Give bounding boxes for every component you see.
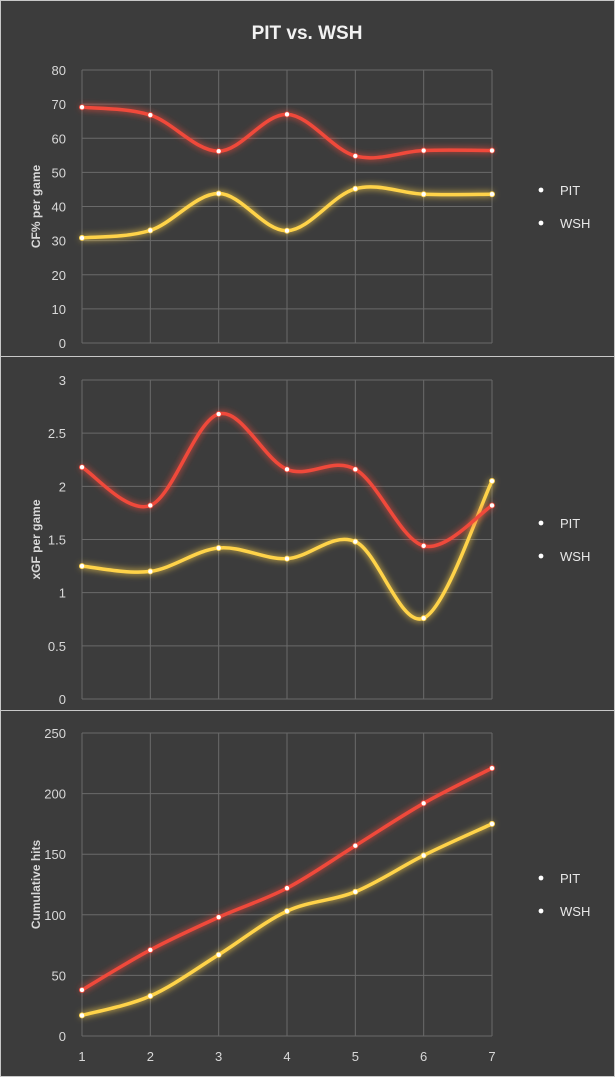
legend-marker-pit (538, 187, 544, 193)
y-tick-label: 1 (59, 586, 66, 601)
data-point-pit (283, 555, 290, 562)
legend-label-pit: PIT (560, 871, 580, 886)
x-tick-label: 1 (78, 1049, 85, 1064)
data-point-wsh (352, 466, 359, 473)
data-point-pit (215, 190, 222, 197)
data-point-wsh (147, 112, 154, 119)
data-point-wsh (420, 800, 427, 807)
panel-border (0, 356, 615, 711)
x-tick-label: 2 (147, 1049, 154, 1064)
x-tick-label: 6 (420, 1049, 427, 1064)
legend-marker-wsh (538, 553, 544, 559)
legend-marker-wsh (538, 220, 544, 226)
y-tick-label: 0.5 (48, 639, 66, 654)
data-point-pit (215, 545, 222, 552)
data-point-pit (420, 191, 427, 198)
data-point-wsh (215, 148, 222, 155)
y-tick-label: 80 (52, 63, 66, 78)
data-point-pit (215, 951, 222, 958)
x-tick-label: 5 (352, 1049, 359, 1064)
data-point-wsh (352, 842, 359, 849)
y-tick-label: 70 (52, 97, 66, 112)
legend-label-wsh: WSH (560, 216, 590, 231)
data-point-wsh (147, 502, 154, 509)
legend-marker-pit (538, 520, 544, 526)
y-tick-label: 3 (59, 373, 66, 388)
data-point-pit (147, 227, 154, 234)
y-tick-label: 100 (44, 908, 66, 923)
y-tick-label: 40 (52, 200, 66, 215)
y-tick-label: 2.5 (48, 426, 66, 441)
panel-border (0, 0, 615, 357)
data-point-pit (488, 191, 495, 198)
chart-panel-1: 0 10 20 30 40 50 60 70 80 CF% per game PIT WSH (0, 0, 615, 357)
y-tick-label: 60 (52, 131, 66, 146)
data-point-pit (283, 227, 290, 234)
data-point-wsh (488, 147, 495, 154)
y-axis-label: CF% per game (29, 164, 43, 248)
data-point-wsh (283, 111, 290, 118)
data-point-pit (147, 568, 154, 575)
y-axis-label: xGF per game (29, 499, 43, 579)
y-tick-label: 0 (59, 692, 66, 707)
y-axis-label: Cumulative hits (29, 840, 43, 930)
data-point-pit (352, 538, 359, 545)
data-point-pit (488, 820, 495, 827)
data-point-wsh (147, 946, 154, 953)
data-point-wsh (79, 464, 86, 471)
data-point-wsh (79, 104, 86, 111)
legend-marker-pit (538, 875, 544, 881)
y-tick-label: 30 (52, 234, 66, 249)
data-point-pit (352, 888, 359, 895)
data-point-wsh (215, 411, 222, 418)
y-tick-label: 250 (44, 726, 66, 741)
data-point-wsh (488, 502, 495, 509)
y-tick-label: 0 (59, 1029, 66, 1044)
data-point-wsh (79, 986, 86, 993)
data-point-wsh (352, 152, 359, 159)
y-tick-label: 150 (44, 847, 66, 862)
data-point-wsh (215, 914, 222, 921)
data-point-pit (79, 1012, 86, 1019)
data-point-wsh (488, 765, 495, 772)
panel-border (0, 710, 615, 1077)
x-tick-label: 3 (215, 1049, 222, 1064)
data-point-pit (488, 478, 495, 485)
y-tick-label: 200 (44, 787, 66, 802)
legend-label-pit: PIT (560, 183, 580, 198)
x-tick-label: 7 (488, 1049, 495, 1064)
chart-panel-3: 0 50 100 150 200 250 1 2 3 4 5 6 7 Cumulative hits PIT… (0, 710, 615, 1077)
data-point-pit (147, 993, 154, 1000)
data-point-pit (283, 908, 290, 915)
data-point-wsh (283, 466, 290, 473)
chart-panel-2: 0 0.5 1 1.5 2 2.5 3 xGF per game PIT WSH (0, 356, 615, 711)
data-point-wsh (420, 147, 427, 154)
data-point-pit (420, 615, 427, 622)
chart-title: PIT vs. WSH (252, 23, 363, 44)
y-tick-label: 0 (59, 336, 66, 351)
legend-marker-wsh (538, 908, 544, 914)
data-point-pit (79, 234, 86, 241)
data-point-pit (79, 563, 86, 570)
legend-label-wsh: WSH (560, 549, 590, 564)
y-tick-label: 1.5 (48, 533, 66, 548)
legend-label-pit: PIT (560, 516, 580, 531)
y-tick-label: 50 (52, 968, 66, 983)
y-tick-label: 20 (52, 268, 66, 283)
data-point-wsh (283, 885, 290, 892)
data-point-pit (352, 185, 359, 192)
data-point-wsh (420, 542, 427, 549)
legend-label-wsh: WSH (560, 904, 590, 919)
y-tick-label: 10 (52, 302, 66, 317)
data-point-pit (420, 852, 427, 859)
x-tick-label: 4 (283, 1049, 290, 1064)
y-tick-label: 2 (59, 479, 66, 494)
y-tick-label: 50 (52, 165, 66, 180)
